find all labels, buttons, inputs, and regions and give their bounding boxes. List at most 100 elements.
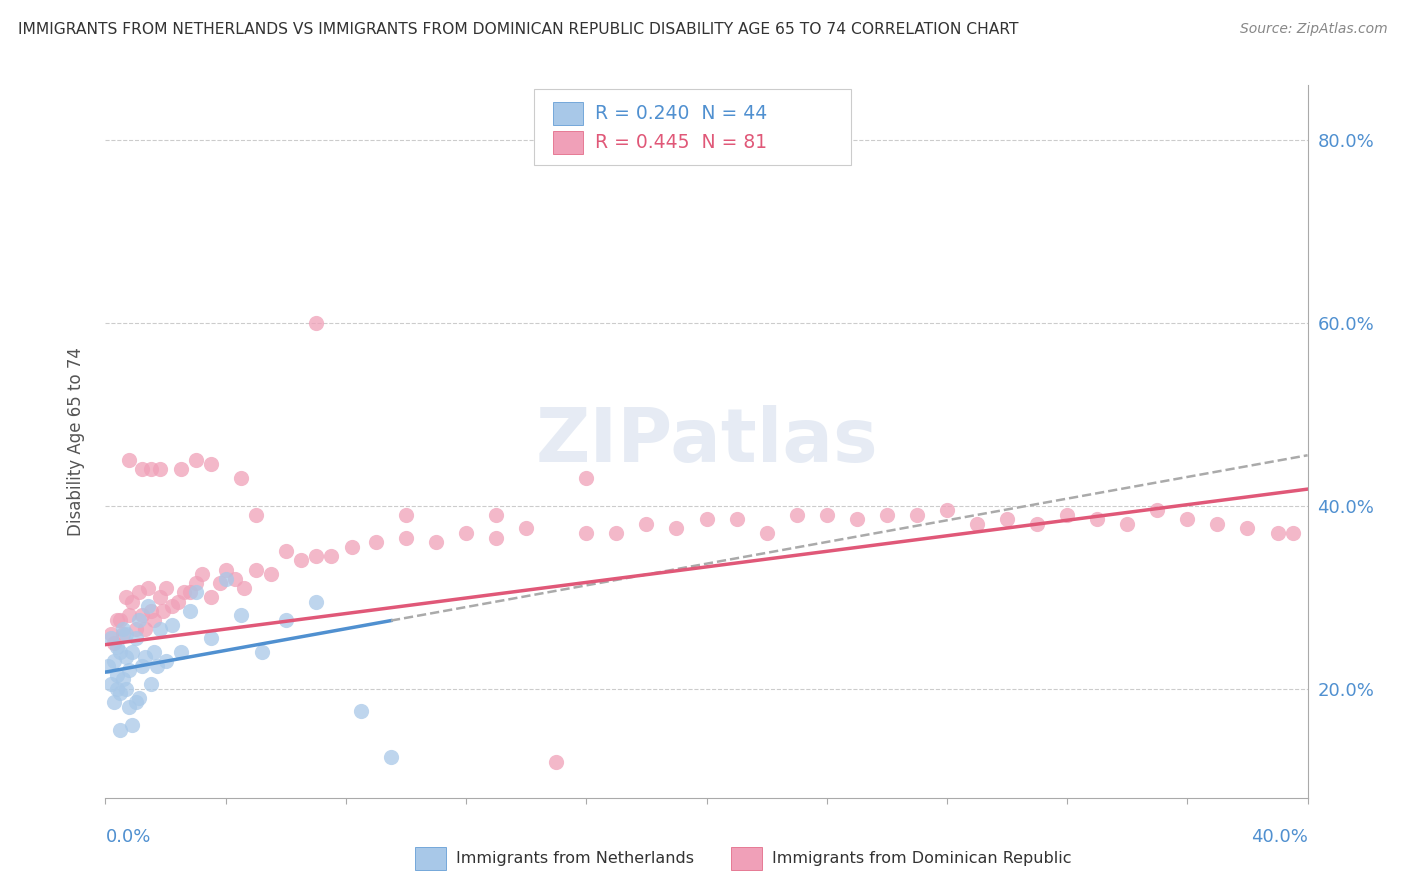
- Point: [605, 526, 627, 541]
- Point: [112, 622, 135, 636]
- Point: [107, 640, 129, 655]
- Point: [876, 508, 898, 522]
- Point: [128, 690, 150, 705]
- Point: [665, 521, 688, 535]
- Point: [139, 604, 162, 618]
- Point: [1206, 516, 1229, 531]
- Point: [995, 512, 1018, 526]
- Point: [274, 613, 297, 627]
- Point: [229, 608, 252, 623]
- Point: [115, 681, 138, 696]
- Point: [1146, 503, 1168, 517]
- Point: [136, 599, 159, 614]
- Point: [152, 604, 174, 618]
- Point: [905, 508, 928, 522]
- Point: [121, 594, 143, 608]
- Point: [319, 549, 342, 563]
- Point: [208, 576, 231, 591]
- Point: [786, 508, 808, 522]
- Text: IMMIGRANTS FROM NETHERLANDS VS IMMIGRANTS FROM DOMINICAN REPUBLIC DISABILITY AGE: IMMIGRANTS FROM NETHERLANDS VS IMMIGRANT…: [18, 22, 1019, 37]
- Point: [364, 535, 387, 549]
- Point: [290, 553, 312, 567]
- Point: [485, 531, 508, 545]
- Point: [515, 521, 537, 535]
- Text: ZIPatlas: ZIPatlas: [536, 405, 877, 478]
- Point: [103, 654, 125, 668]
- Point: [725, 512, 748, 526]
- Point: [124, 695, 146, 709]
- Point: [107, 681, 129, 696]
- Point: [110, 686, 132, 700]
- Point: [214, 563, 236, 577]
- Point: [103, 695, 125, 709]
- Point: [107, 613, 129, 627]
- Text: R = 0.240  N = 44: R = 0.240 N = 44: [595, 103, 768, 123]
- Point: [200, 458, 222, 472]
- Point: [131, 658, 153, 673]
- Point: [245, 563, 267, 577]
- Point: [305, 594, 328, 608]
- Point: [118, 699, 141, 714]
- Point: [1236, 521, 1258, 535]
- Point: [454, 526, 477, 541]
- Point: [815, 508, 838, 522]
- Point: [260, 567, 283, 582]
- Point: [128, 585, 150, 599]
- Point: [131, 462, 153, 476]
- Point: [179, 604, 201, 618]
- Point: [1281, 526, 1303, 541]
- Point: [97, 658, 120, 673]
- Point: [103, 636, 125, 650]
- Point: [100, 626, 122, 640]
- Point: [110, 613, 132, 627]
- Point: [350, 705, 373, 719]
- Point: [395, 531, 418, 545]
- Point: [200, 590, 222, 604]
- Point: [155, 654, 177, 668]
- Point: [1116, 516, 1139, 531]
- Y-axis label: Disability Age 65 to 74: Disability Age 65 to 74: [66, 347, 84, 536]
- Point: [112, 626, 135, 640]
- Point: [190, 567, 212, 582]
- Point: [395, 508, 418, 522]
- Point: [340, 540, 363, 554]
- Text: Immigrants from Netherlands: Immigrants from Netherlands: [456, 851, 693, 865]
- Point: [169, 462, 191, 476]
- Point: [179, 585, 201, 599]
- Point: [575, 471, 598, 485]
- Point: [425, 535, 447, 549]
- Point: [134, 622, 156, 636]
- Point: [142, 613, 165, 627]
- Point: [1056, 508, 1078, 522]
- Point: [139, 462, 162, 476]
- Point: [166, 594, 188, 608]
- Point: [107, 668, 129, 682]
- Point: [160, 599, 183, 614]
- Point: [169, 645, 191, 659]
- Point: [160, 617, 183, 632]
- Point: [118, 663, 141, 677]
- Point: [112, 673, 135, 687]
- Text: R = 0.445  N = 81: R = 0.445 N = 81: [595, 133, 766, 153]
- Point: [110, 723, 132, 737]
- Point: [100, 677, 122, 691]
- Point: [134, 649, 156, 664]
- Point: [575, 526, 598, 541]
- Point: [1175, 512, 1198, 526]
- Point: [148, 462, 170, 476]
- Point: [380, 750, 402, 764]
- Point: [136, 581, 159, 595]
- Text: 0.0%: 0.0%: [105, 828, 150, 846]
- Point: [155, 581, 177, 595]
- Point: [305, 316, 328, 330]
- Point: [966, 516, 988, 531]
- Text: 40.0%: 40.0%: [1251, 828, 1308, 846]
- Point: [173, 585, 195, 599]
- Point: [1026, 516, 1049, 531]
- Point: [936, 503, 959, 517]
- Point: [184, 576, 207, 591]
- Point: [184, 453, 207, 467]
- Point: [636, 516, 658, 531]
- Point: [100, 632, 122, 646]
- Point: [245, 508, 267, 522]
